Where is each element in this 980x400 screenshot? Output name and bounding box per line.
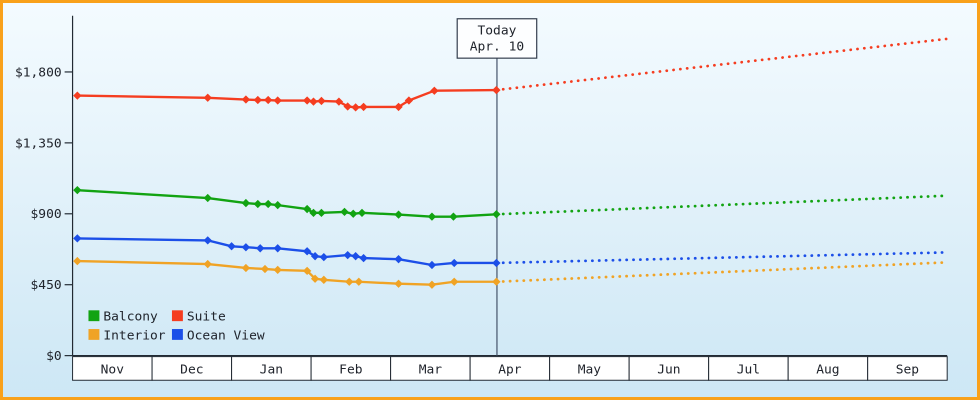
data-point-ocean-view [450, 258, 459, 268]
month-label-mar: Mar [419, 362, 443, 377]
month-label-apr: Apr [498, 362, 522, 377]
today-label: Today [478, 24, 517, 39]
data-point-suite [359, 102, 368, 112]
data-point-suite [263, 95, 273, 105]
y-tick-label: $450 [31, 278, 62, 293]
data-point-suite [309, 97, 318, 106]
data-point-balcony [394, 210, 403, 219]
data-point-ocean-view [319, 252, 328, 262]
data-point-interior [450, 277, 459, 286]
data-point-balcony [349, 209, 358, 218]
data-point-interior [260, 264, 270, 274]
data-point-interior [310, 274, 320, 283]
data-point-ocean-view [241, 243, 251, 252]
data-point-ocean-view [351, 252, 360, 261]
month-label-may: May [578, 362, 602, 377]
month-label-jun: Jun [657, 362, 680, 377]
data-point-balcony [317, 208, 326, 217]
data-point-ocean-view [273, 244, 282, 253]
chart-canvas: Today Apr. 10 Nov Dec Jan Feb Mar Apr May Jun Ju… [15, 15, 949, 381]
today-annotation-box [456, 18, 538, 59]
month-label-dec: Dec [180, 362, 203, 377]
data-point-interior [302, 266, 312, 275]
data-point-balcony [302, 204, 312, 214]
data-point-interior [73, 256, 82, 266]
data-point-interior [354, 277, 363, 286]
forecast-line-suite [494, 37, 949, 92]
series-line-balcony [77, 188, 497, 218]
data-point-suite [203, 93, 212, 102]
data-point-balcony [340, 207, 349, 217]
y-tick-label: $1,350 [15, 136, 62, 151]
data-point-ocean-view [227, 242, 236, 251]
legend-swatch-ocean-view [171, 329, 183, 340]
data-point-balcony [427, 212, 437, 221]
data-point-balcony [73, 186, 82, 195]
legend-swatch-balcony [88, 310, 100, 322]
data-point-ocean-view [359, 253, 368, 263]
legend-label-balcony: Balcony [103, 310, 158, 325]
data-point-interior [241, 263, 251, 273]
legend-label-interior: Interior [103, 328, 165, 343]
data-point-ocean-view [343, 250, 352, 260]
data-point-balcony [492, 210, 501, 219]
data-point-ocean-view [256, 244, 265, 253]
data-point-interior [319, 275, 328, 284]
month-cell-sep [867, 356, 948, 381]
y-tick-label: $0 [46, 349, 62, 364]
data-point-ocean-view [394, 255, 403, 264]
data-point-suite [241, 95, 251, 104]
y-tick-label: $900 [31, 207, 62, 222]
data-point-balcony [357, 208, 367, 217]
forecast-line-ocean-view [494, 251, 949, 265]
data-point-interior [492, 277, 501, 286]
data-point-suite [343, 102, 352, 111]
data-point-interior [394, 279, 403, 288]
data-point-balcony [241, 198, 251, 208]
data-point-interior [203, 259, 212, 269]
data-point-suite [273, 96, 282, 105]
data-point-suite [334, 97, 344, 106]
data-point-interior [345, 277, 354, 286]
series-line-ocean-view [77, 237, 497, 267]
month-label-sep: Sep [896, 362, 919, 377]
data-point-ocean-view [310, 252, 320, 261]
data-point-suite [253, 95, 263, 105]
y-tick-label: $1,800 [15, 65, 62, 80]
month-label-jan: Jan [260, 362, 283, 377]
today-date-label: Apr. 10 [470, 39, 524, 54]
month-label-jul: Jul [737, 362, 760, 377]
data-point-balcony [309, 208, 318, 217]
data-point-balcony [203, 193, 212, 203]
data-point-ocean-view [203, 236, 212, 245]
forecast-line-balcony [494, 194, 949, 216]
data-point-balcony [449, 212, 458, 221]
month-label-nov: Nov [101, 362, 125, 377]
data-point-balcony [273, 200, 282, 210]
legend-label-ocean-view: Ocean View [187, 328, 265, 343]
data-point-ocean-view [427, 260, 437, 270]
data-point-ocean-view [73, 234, 82, 243]
data-point-interior [427, 280, 437, 289]
month-label-feb: Feb [339, 362, 362, 377]
month-label-aug: Aug [816, 362, 839, 377]
forecast-line-interior [494, 260, 949, 284]
data-point-suite [492, 85, 501, 95]
legend-swatch-suite [171, 310, 183, 322]
data-point-ocean-view [492, 258, 501, 268]
today-annotation: Today Apr. 10 [456, 18, 538, 59]
data-point-interior [273, 265, 282, 275]
data-point-balcony [253, 199, 263, 209]
data-point-suite [317, 96, 326, 106]
legend-label-suite: Suite [187, 310, 226, 325]
data-point-suite [302, 96, 312, 105]
legend-swatch-interior [88, 329, 100, 340]
data-point-suite [351, 103, 360, 112]
data-point-balcony [263, 199, 273, 209]
data-point-suite [430, 86, 439, 95]
data-point-suite [73, 91, 82, 100]
data-point-suite [394, 102, 403, 112]
